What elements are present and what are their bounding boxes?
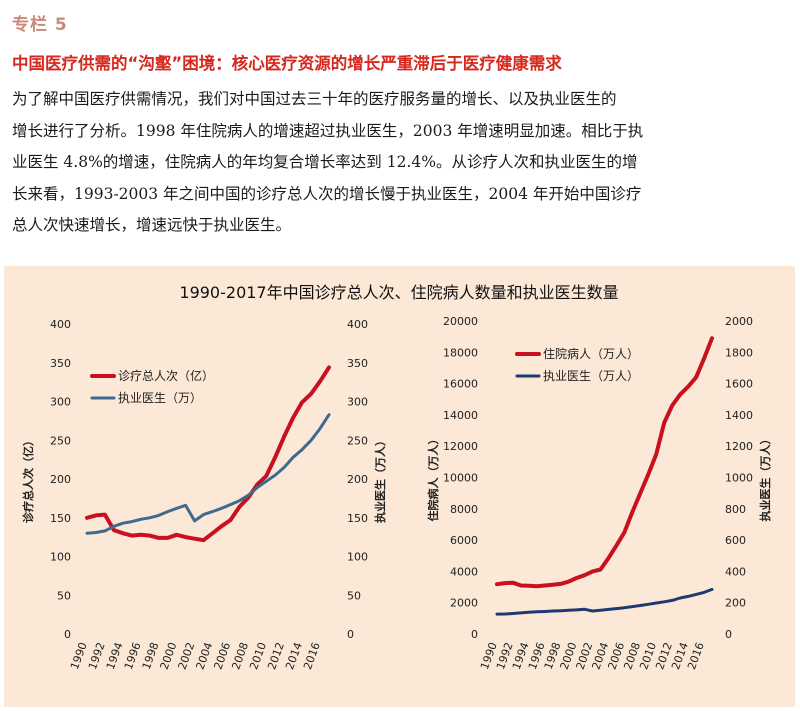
y-right-tick-label: 1200 [725,440,753,453]
series-line-red [85,365,331,543]
y-left-tick-label: 12000 [443,440,478,453]
y-left-tick-label: 200 [50,473,71,486]
body-line: 为了解中国医疗供需情况，我们对中国过去三十年的医疗服务量的增长、以及执业医生的 [12,90,617,108]
y-left-tick-label: 4000 [450,565,478,578]
figure-title: 1990-2017年中国诊疗总人次、住院病人数量和执业医生数量 [179,283,618,302]
y-right-tick-label: 0 [347,628,354,641]
y-right-tick-label: 1000 [725,472,753,485]
y-left-tick-label: 16000 [443,378,478,391]
legend-label: 执业医生（万） [118,391,202,405]
y-right-tick-label: 200 [347,473,368,486]
y-right-tick-label: 1800 [725,346,753,359]
y-left-axis-title: 住院病人（万人） [426,434,440,522]
y-left-tick-label: 6000 [450,534,478,547]
box-title: 中国医疗供需的“沟壑”困境：核心医疗资源的增长严重滞后于医疗健康需求 [12,54,562,73]
y-left-tick-label: 18000 [443,346,478,359]
y-left-tick-label: 10000 [443,472,478,485]
y-right-tick-label: 1400 [725,409,753,422]
y-left-tick-label: 350 [50,357,71,370]
legend-label: 住院病人（万人） [543,346,639,361]
y-right-tick-label: 1600 [725,378,753,391]
y-right-tick-label: 150 [347,512,368,525]
y-left-tick-label: 14000 [443,409,478,422]
y-right-tick-label: 400 [347,318,368,331]
body-line: 业医生 4.8%的增速，住院病人的年均复合增长率达到 12.4%。从诊疗人次和执… [12,153,638,171]
y-right-tick-label: 300 [347,396,368,409]
y-right-tick-label: 800 [725,503,746,516]
chart-right: 0200040006000800010000120001400016000180… [426,315,772,671]
y-left-tick-label: 0 [471,628,478,641]
series-line-blue [85,413,331,535]
y-right-tick-label: 0 [725,628,732,641]
y-left-tick-label: 8000 [450,503,478,516]
body-line: 增长进行了分析。1998 年住院病人的增速超过执业医生，2003 年增速明显加速… [12,121,644,140]
y-left-tick-label: 300 [50,396,71,409]
y-left-tick-label: 50 [57,589,71,602]
body-line: 长来看，1993-2003 年之间中国的诊疗总人次的增长慢于执业医生，2004 … [12,184,642,203]
y-left-tick-label: 2000 [450,597,478,610]
body-line: 总人次快速增长，增速远快于执业医生。 [12,216,292,234]
box-body: 为了解中国医疗供需情况，我们对中国过去三十年的医疗服务量的增长、以及执业医生的 … [12,84,792,242]
y-left-tick-label: 0 [64,628,71,641]
legend-label: 执业医生（万人） [543,369,639,383]
y-left-tick-label: 150 [50,512,71,525]
y-left-tick-label: 400 [50,318,71,331]
y-left-tick-label: 250 [50,434,71,447]
box-label: 专栏 5 [12,15,68,35]
y-right-axis-title: 执业医生（万人） [758,434,772,522]
y-right-tick-label: 2000 [725,315,753,328]
y-right-tick-label: 350 [347,357,368,370]
legend-label: 诊疗总人次（亿） [118,368,214,383]
y-right-tick-label: 400 [725,565,746,578]
y-right-tick-label: 600 [725,534,746,547]
figure-svg: 1990-2017年中国诊疗总人次、住院病人数量和执业医生数量 0 50 100 15… [21,283,772,671]
y-right-axis-title: 执业医生（万人） [373,435,387,523]
y-left-axis-title: 诊疗总人次（亿） [21,435,35,523]
y-left-tick-label: 20000 [443,315,478,328]
figure-panel: 1990-2017年中国诊疗总人次、住院病人数量和执业医生数量 0 50 100 15… [4,266,795,707]
y-right-tick-label: 200 [725,597,746,610]
y-right-tick-label: 100 [347,551,368,564]
y-right-tick-label: 250 [347,434,368,447]
series-line-red [495,336,714,589]
y-left-tick-label: 100 [50,551,71,564]
y-right-tick-label: 50 [347,589,361,602]
chart-left: 0 50 100 150 200 250 300 350 400 0 50 100 150 200 250 3… [21,318,387,671]
series-line-blue [495,587,714,616]
